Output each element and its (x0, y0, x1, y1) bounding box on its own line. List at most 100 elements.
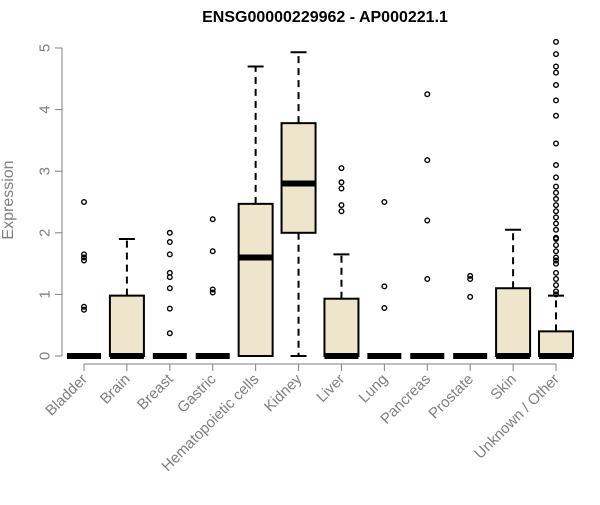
x-tick-label: Liver (313, 371, 348, 406)
box-group (195, 216, 230, 359)
outlier-point (467, 293, 474, 300)
box-series (67, 38, 574, 359)
outlier-point (338, 185, 345, 192)
y-tick-label: 0 (37, 352, 54, 360)
outlier-point (467, 272, 474, 279)
outlier-point (209, 216, 216, 223)
outlier-point (80, 303, 87, 310)
x-tick-label: Prostate (425, 371, 477, 423)
outlier-point (553, 242, 560, 249)
outlier-point (338, 179, 345, 186)
outlier-point (424, 91, 431, 98)
box-group (367, 198, 402, 359)
outlier-point (166, 229, 173, 236)
outlier-point (553, 162, 560, 169)
outlier-point (209, 286, 216, 293)
box-group (108, 237, 145, 359)
y-tick-label: 4 (37, 105, 54, 113)
x-tick-label: Breast (134, 370, 177, 413)
box-body (495, 287, 532, 357)
x-tick-label: Kidney (261, 370, 306, 415)
outlier-point (553, 97, 560, 104)
box-group (538, 38, 574, 359)
y-tick-label: 3 (37, 167, 54, 175)
outlier-point (553, 248, 560, 255)
outlier-point (166, 239, 173, 246)
outlier-point (553, 269, 560, 276)
outlier-point (209, 248, 216, 255)
y-tick-label: 1 (37, 290, 54, 298)
outlier-point (553, 234, 560, 241)
outlier-point (553, 226, 560, 233)
box-group (67, 198, 101, 359)
outlier-point (553, 195, 560, 202)
outlier-point (381, 198, 388, 205)
box-group (323, 165, 360, 359)
outlier-point (553, 38, 560, 45)
outlier-point (553, 214, 560, 221)
box-body (323, 297, 360, 358)
outlier-point (553, 51, 560, 58)
outlier-point (553, 257, 560, 264)
outlier-point (553, 183, 560, 190)
x-tick-label: Brain (97, 371, 134, 408)
box-body (280, 122, 317, 234)
outlier-point (80, 254, 87, 261)
outlier-point (553, 69, 560, 76)
outlier-point (467, 276, 474, 283)
outlier-point (553, 140, 560, 147)
outlier-point (553, 208, 560, 215)
outlier-point (553, 189, 560, 196)
outlier-point (553, 174, 560, 181)
outlier-point (338, 165, 345, 172)
outlier-point (166, 269, 173, 276)
box-body (108, 294, 145, 357)
x-tick-label: Skin (487, 371, 520, 404)
outlier-point (338, 202, 345, 209)
outlier-point (166, 285, 173, 292)
box-body (237, 202, 274, 357)
box-group (410, 91, 445, 359)
outlier-point (553, 276, 560, 283)
outlier-point (553, 220, 560, 227)
outlier-point (80, 257, 87, 264)
x-tick-label: Bladder (42, 371, 91, 420)
y-axis-label: Expression (0, 160, 17, 239)
outlier-point (424, 217, 431, 224)
outlier-point (553, 202, 560, 209)
outlier-point (209, 289, 216, 296)
outlier-point (553, 81, 560, 88)
outlier-point (80, 198, 87, 205)
box-group (495, 228, 532, 359)
outlier-point (553, 254, 560, 261)
x-tick-label: Lung (356, 371, 392, 407)
y-tick-label: 5 (37, 44, 54, 52)
outlier-point (424, 276, 431, 283)
outlier-point (80, 251, 87, 258)
box-group (237, 65, 274, 357)
outlier-point (553, 112, 560, 119)
chart-title: ENSG00000229962 - AP000221.1 (202, 9, 448, 26)
outlier-point (166, 330, 173, 337)
outlier-point (553, 282, 560, 289)
outlier-point (553, 63, 560, 70)
outlier-point (553, 288, 560, 295)
outlier-point (166, 305, 173, 312)
outlier-point (80, 306, 87, 313)
outlier-point (553, 260, 560, 267)
y-tick-label: 2 (37, 229, 54, 237)
box-group (152, 229, 187, 359)
outlier-point (338, 208, 345, 215)
box-group (280, 51, 317, 357)
outlier-point (381, 304, 388, 311)
box-group (453, 272, 488, 359)
y-axis: 0 1 2 3 4 5 (37, 44, 63, 360)
outlier-point (166, 251, 173, 258)
box-body (538, 330, 574, 357)
outlier-point (553, 291, 560, 298)
outlier-point (381, 283, 388, 290)
outlier-point (424, 157, 431, 164)
